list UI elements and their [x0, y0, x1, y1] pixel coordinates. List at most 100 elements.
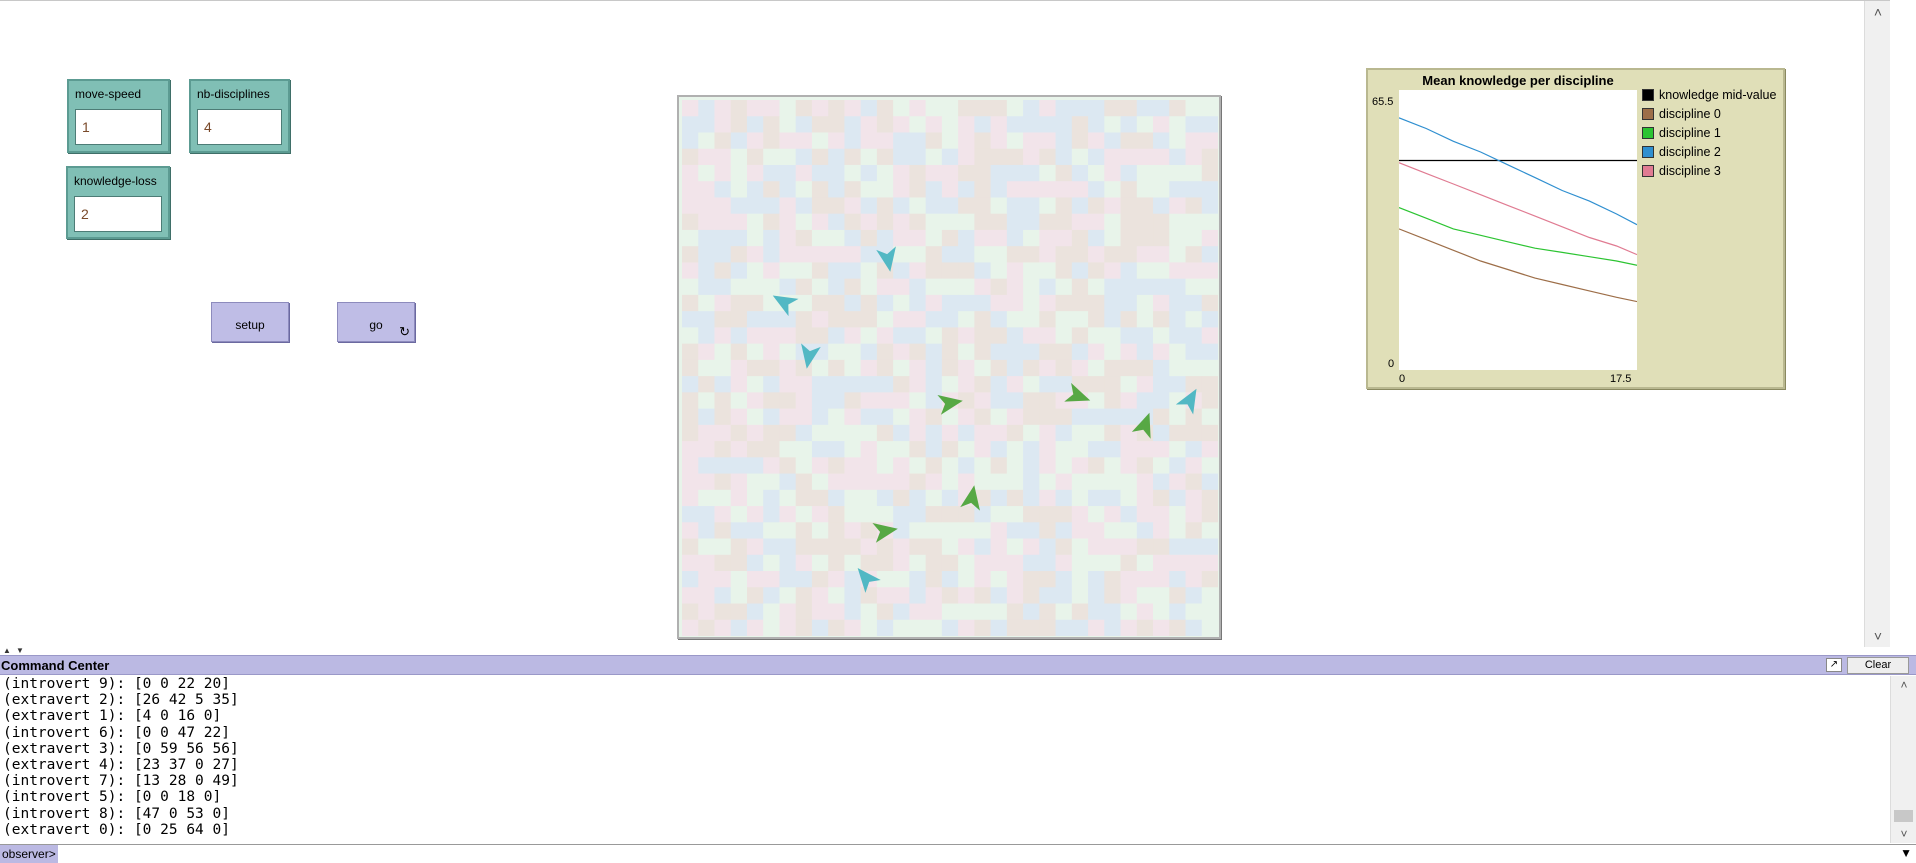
- patch: [730, 457, 748, 475]
- world-view[interactable]: [677, 95, 1221, 639]
- patch: [893, 619, 910, 636]
- extravert-turtle: [937, 395, 963, 415]
- patch: [974, 392, 992, 410]
- output-scrollbar[interactable]: ˄ ˅: [1890, 676, 1916, 843]
- patch: [795, 100, 813, 117]
- knowledge-loss-field[interactable]: 2: [74, 196, 162, 232]
- patch: [925, 262, 943, 280]
- patch: [925, 506, 943, 523]
- patch: [893, 603, 910, 621]
- patch: [1169, 311, 1187, 328]
- patch: [1071, 554, 1089, 572]
- interface-scrollbar[interactable]: ˄ ˅: [1864, 1, 1890, 647]
- patch: [1201, 522, 1218, 540]
- patch: [958, 538, 975, 556]
- patch: [1088, 457, 1105, 475]
- patch: [844, 229, 862, 247]
- patch: [1153, 294, 1170, 312]
- patch: [795, 441, 813, 458]
- output-scroll-down-icon[interactable]: ˅: [1900, 827, 1908, 841]
- output-scroll-thumb[interactable]: [1894, 810, 1913, 822]
- scroll-up-icon[interactable]: ˄: [1873, 4, 1883, 20]
- nb-disciplines-field[interactable]: 4: [197, 109, 282, 145]
- command-input[interactable]: [60, 846, 1880, 862]
- popout-icon[interactable]: ↗: [1826, 658, 1842, 672]
- patch: [860, 278, 878, 296]
- patch: [1120, 327, 1138, 345]
- patch: [909, 587, 927, 605]
- patch: [893, 132, 910, 150]
- patch: [893, 327, 910, 345]
- patch: [714, 246, 732, 263]
- patch: [1023, 538, 1040, 556]
- patch: [1120, 392, 1138, 410]
- patch: [909, 376, 927, 393]
- patch: [682, 376, 699, 393]
- patch: [860, 343, 878, 361]
- patch: [714, 197, 732, 215]
- move-speed-field[interactable]: 1: [75, 109, 162, 145]
- plot-widget: Mean knowledge per discipline 65.5 0 0 1…: [1366, 68, 1785, 389]
- patch: [828, 473, 845, 491]
- patch: [1104, 164, 1122, 182]
- patch: [1006, 164, 1024, 182]
- patch: [1006, 538, 1024, 556]
- patch: [860, 213, 878, 231]
- patch: [811, 100, 829, 117]
- history-dropdown-icon[interactable]: ▼: [1900, 846, 1912, 860]
- patch: [941, 473, 959, 491]
- patch: [1104, 522, 1122, 540]
- patch: [941, 489, 959, 507]
- nb-disciplines-label: nb-disciplines: [197, 87, 270, 101]
- patch: [1071, 197, 1089, 215]
- patch: [811, 376, 829, 393]
- patch: [1039, 619, 1057, 636]
- patch: [1055, 408, 1073, 426]
- move-speed-input-widget[interactable]: move-speed 1: [67, 79, 170, 153]
- patch: [828, 619, 845, 636]
- setup-button[interactable]: setup: [211, 302, 289, 342]
- knowledge-loss-input-widget[interactable]: knowledge-loss 2: [66, 166, 170, 239]
- patch: [1169, 554, 1187, 572]
- observer-selector[interactable]: observer>: [0, 845, 58, 863]
- patch: [974, 424, 992, 442]
- patch: [746, 603, 764, 621]
- patch: [714, 619, 732, 636]
- nb-disciplines-input-widget[interactable]: nb-disciplines 4: [189, 79, 290, 153]
- patch: [1006, 148, 1024, 166]
- go-button[interactable]: go ↻: [337, 302, 415, 342]
- patch: [1169, 132, 1187, 150]
- patch: [1104, 473, 1122, 491]
- patch: [682, 522, 699, 540]
- collapse-down-icon[interactable]: ▼: [16, 646, 24, 655]
- scroll-down-icon[interactable]: ˅: [1873, 628, 1883, 644]
- patch: [714, 311, 732, 328]
- patch: [974, 408, 992, 426]
- patch: [828, 311, 845, 328]
- patch: [795, 571, 813, 588]
- patch: [925, 571, 943, 588]
- command-center-resize-handle[interactable]: ▲ ▼: [0, 646, 1916, 656]
- patch: [909, 262, 927, 280]
- plot-area: [1399, 90, 1637, 370]
- expand-up-icon[interactable]: ▲: [3, 646, 11, 655]
- patch: [876, 132, 894, 150]
- output-scroll-up-icon[interactable]: ˄: [1900, 678, 1908, 692]
- patch: [1185, 197, 1203, 215]
- patch: [909, 327, 927, 345]
- patch: [763, 571, 780, 588]
- patch: [746, 343, 764, 361]
- clear-button[interactable]: Clear: [1847, 657, 1909, 674]
- patch: [1201, 262, 1218, 280]
- patch: [698, 343, 715, 361]
- patch: [1023, 311, 1040, 328]
- patch: [828, 457, 845, 475]
- patch: [1006, 522, 1024, 540]
- patch: [1185, 506, 1203, 523]
- patch: [828, 213, 845, 231]
- patch: [909, 229, 927, 247]
- patch: [893, 522, 910, 540]
- patch: [779, 262, 797, 280]
- patch: [682, 538, 699, 556]
- patch: [714, 603, 732, 621]
